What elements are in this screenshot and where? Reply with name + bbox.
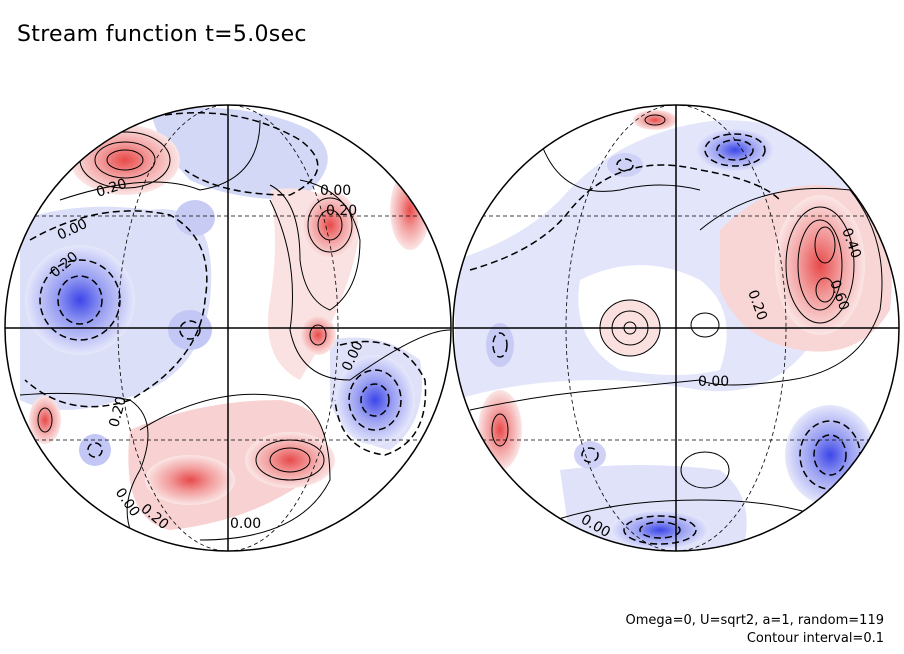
- figure-title: Stream function t=5.0sec: [17, 22, 307, 47]
- negative-core: [695, 128, 775, 172]
- contour-label: 0.00: [698, 374, 729, 390]
- negative-core: [79, 434, 111, 466]
- parameters-text: Omega=0, U=sqrt2, a=1, random=119: [625, 613, 884, 628]
- positive-core: [245, 432, 335, 488]
- contour-interval-text: Contour interval=0.1: [746, 631, 884, 646]
- negative-core: [168, 310, 212, 350]
- globe-outline: [452, 104, 900, 552]
- positive-core: [633, 110, 677, 130]
- negative-core: [607, 153, 643, 177]
- contour-label: 0.00: [230, 516, 261, 532]
- positive-core: [300, 315, 336, 355]
- negative-core: [175, 200, 215, 236]
- negative-core: [486, 323, 514, 367]
- left-hemisphere: 0.20 0.00 0.20 0.20 0.00 0.20 0.00 0.00 …: [4, 104, 452, 552]
- negative-region: [150, 107, 328, 200]
- positive-core: [29, 396, 61, 444]
- positive-core: [302, 191, 358, 259]
- figure-footer: Omega=0, U=sqrt2, a=1, random=119 Contou…: [626, 612, 884, 648]
- negative-core: [335, 355, 415, 445]
- positive-core: [478, 390, 522, 470]
- globe-outline: [4, 104, 452, 552]
- positive-core: [775, 195, 865, 335]
- right-hemisphere: 0.40 0.60 0.20 0.00 0.00: [452, 104, 900, 552]
- positive-core: [145, 455, 235, 505]
- negative-core: [574, 441, 606, 469]
- contour-label: 0.20: [326, 203, 357, 219]
- contour-label: 0.00: [320, 183, 351, 199]
- contour-label: 0.20: [106, 395, 130, 429]
